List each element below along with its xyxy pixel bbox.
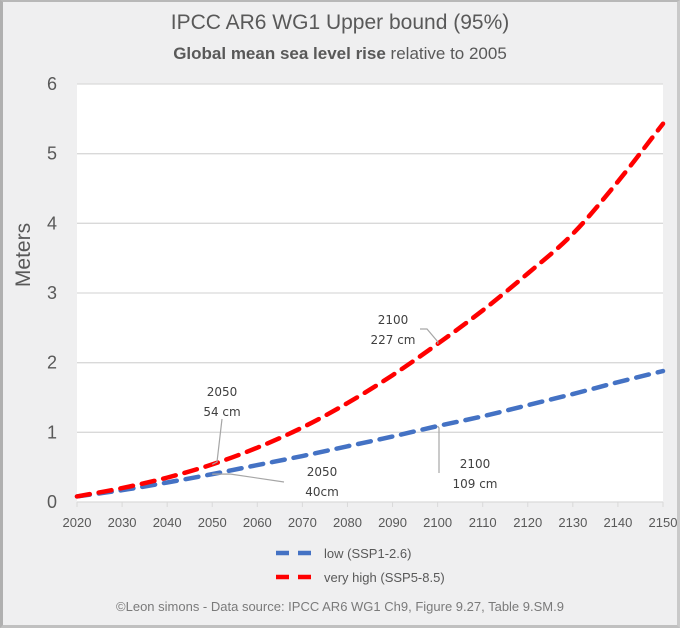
annotation-leader [437, 425, 440, 473]
annotation-year: 2100 [460, 457, 491, 471]
annotation-value: 40cm [305, 485, 339, 499]
y-tick-label: 1 [47, 422, 57, 442]
y-tick-label: 5 [47, 144, 57, 164]
x-tick-label: 2060 [243, 515, 272, 530]
x-tick-label: 2050 [198, 515, 227, 530]
y-tick-label: 2 [47, 353, 57, 373]
annotation-leader [211, 418, 223, 465]
legend-label: low (SSP1-2.6) [324, 546, 411, 561]
x-tick-label: 2070 [288, 515, 317, 530]
annotations: 2050 54 cm 2050 40cm 2100 227 cm 2100 109 cm [203, 313, 497, 499]
x-tick-label: 2100 [423, 515, 452, 530]
subtitle-bold: Global mean sea level rise [173, 44, 386, 63]
annotation-value: 54 cm [203, 405, 240, 419]
annotation-leader [420, 328, 439, 344]
legend-label: very high (SSP5-8.5) [324, 570, 445, 585]
y-tick-label: 3 [47, 283, 57, 303]
series-lines [74, 121, 666, 499]
gridlines [77, 83, 663, 503]
subtitle-rest: relative to 2005 [385, 44, 507, 63]
x-tick-label: 2030 [108, 515, 137, 530]
annotation-year: 2050 [207, 385, 238, 399]
annotation-leader [212, 473, 285, 483]
x-tick-label: 2120 [513, 515, 542, 530]
y-axis: 0 1 2 3 4 5 6 [47, 74, 57, 512]
x-tick-label: 2140 [603, 515, 632, 530]
legend: low (SSP1-2.6) very high (SSP5-8.5) [276, 546, 445, 585]
x-tick-label: 2040 [153, 515, 182, 530]
y-tick-label: 6 [47, 74, 57, 94]
x-tick-label: 2090 [378, 515, 407, 530]
x-tick-label: 2150 [649, 515, 678, 530]
chart-title: IPCC AR6 WG1 Upper bound (95%) [170, 11, 510, 34]
annotation-year: 2100 [378, 313, 409, 327]
y-tick-label: 4 [47, 213, 57, 233]
chart-subtitle: Global mean sea level rise relative to 2… [0, 44, 680, 64]
annotation-value: 109 cm [452, 477, 497, 491]
y-axis-label: Meters [12, 223, 35, 287]
source-credit: ©Leon simons - Data source: IPCC AR6 WG1… [116, 599, 564, 614]
x-axis: 2020 2030 2040 2050 2060 2070 2080 2090 2100 2110… [63, 502, 678, 530]
x-tick-label: 2130 [558, 515, 587, 530]
series-line-low [74, 368, 666, 499]
series-line-very-high [74, 121, 666, 499]
annotation-year: 2050 [307, 465, 338, 479]
y-tick-label: 0 [47, 492, 57, 512]
x-tick-label: 2080 [333, 515, 362, 530]
annotation-value: 227 cm [370, 333, 415, 347]
x-tick-label: 2110 [469, 515, 497, 530]
x-tick-label: 2020 [63, 515, 92, 530]
